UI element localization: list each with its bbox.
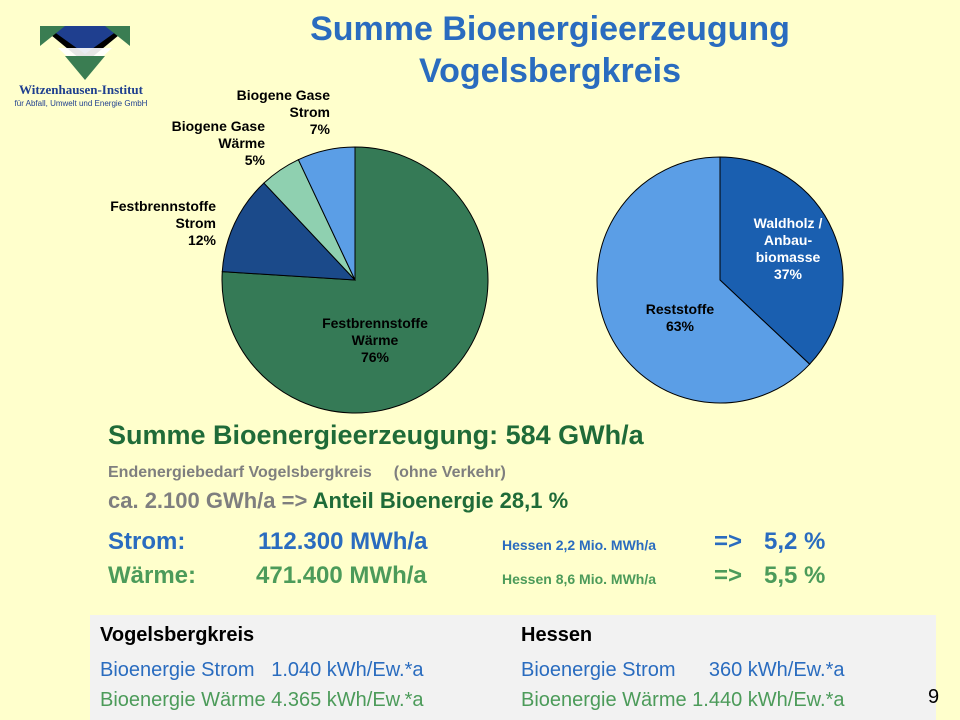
demand-line: Endenergiebedarf Vogelsbergkreis (ohne Ve…	[108, 464, 506, 482]
pie1-label-biogene-gase-strom: Biogene Gase Strom 7%	[236, 87, 330, 137]
demand-note: (ohne Verkehr)	[393, 464, 506, 481]
total-production: Summe Bioenergieerzeugung: 584 GWh/a	[108, 420, 644, 450]
pie2-label-waldholz: Waldholz / Anbau- biomasse 37%	[753, 215, 823, 282]
pie1-label-biogene-gase-waerme: Biogene Gase Wärme 5%	[171, 118, 265, 168]
page-number: 9	[928, 686, 940, 708]
pie1-label-festbrennstoffe-waerme: Festbrennstoffe Wärme 76%	[322, 315, 428, 365]
pie-slice-reststoffe	[596, 156, 811, 404]
demand-label: Endenergiebedarf Vogelsbergkreis	[108, 464, 372, 481]
pie1-label-festbrennstoffe-strom: Festbrennstoffe Strom 12%	[110, 198, 216, 248]
waerme-value: 471.400 MWh/a	[256, 562, 427, 589]
table-cell-vb-strom: Bioenergie Strom 1.040 kWh/Ew.*a	[100, 659, 424, 681]
share-line: ca. 2.100 GWh/a => Anteil Bioenergie 28,…	[108, 488, 568, 514]
strom-hessen-ref: Hessen 2,2 Mio. MWh/a	[502, 537, 657, 553]
waerme-percent: 5,5 %	[764, 562, 826, 589]
waerme-arrow: =>	[714, 562, 743, 589]
bioenergy-share: Anteil Bioenergie 28,1 %	[312, 488, 569, 513]
pie-slice-waldholz-anbau-biomasse	[719, 156, 844, 365]
pie-slice-festbrennstoffe-strom	[221, 182, 357, 281]
pie-slice-biogene-gase-strom	[297, 146, 356, 281]
strom-arrow: =>	[714, 528, 743, 555]
per-capita-table: Vogelsbergkreis Hessen Bioenergie Strom …	[90, 615, 936, 720]
logo	[40, 26, 130, 80]
strom-value: 112.300 MWh/a	[258, 528, 428, 555]
waerme-hessen-ref: Hessen 8,6 Mio. MWh/a	[502, 571, 657, 587]
page-title: Summe Bioenergieerzeugung Vogelsbergkrei…	[160, 8, 940, 92]
logo-name: Witzenhausen-Institut	[18, 82, 143, 97]
pie-chart-source	[596, 156, 844, 404]
table-cell-hessen-waerme: Bioenergie Wärme 1.440 kWh/Ew.*a	[521, 689, 845, 711]
pie-charts	[221, 146, 844, 414]
waerme-label: Wärme:	[108, 562, 197, 589]
title-line-1: Summe Bioenergieerzeugung	[310, 10, 790, 48]
table-header-hessen: Hessen	[521, 624, 593, 646]
table-cell-hessen-strom: Bioenergie Strom 360 kWh/Ew.*a	[521, 659, 845, 681]
pie-chart-energy-type	[221, 146, 489, 414]
strom-label: Strom:	[108, 528, 186, 555]
pie2-label-reststoffe: Reststoffe 63%	[645, 301, 715, 334]
strom-percent: 5,2 %	[764, 528, 826, 555]
table-header-vogelsbergkreis: Vogelsbergkreis	[100, 624, 255, 646]
demand-value: ca. 2.100 GWh/a =>	[108, 488, 308, 513]
logo-subtitle: für Abfall, Umwelt und Energie GmbH	[14, 99, 148, 108]
table-cell-vb-waerme: Bioenergie Wärme 4.365 kWh/Ew.*a	[100, 689, 424, 711]
title-line-2: Vogelsbergkreis	[418, 52, 682, 90]
